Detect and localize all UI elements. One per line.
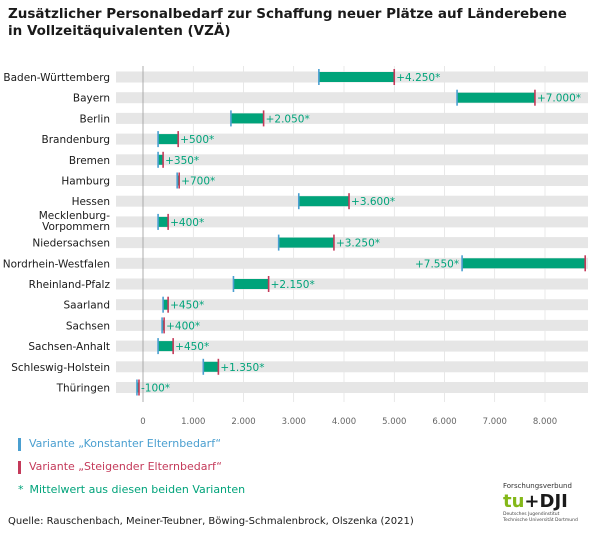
legend-steigend: Variante „Steigender Elternbedarf“ xyxy=(18,460,222,474)
data-label: +3.250* xyxy=(336,238,380,250)
x-tick-label: 4.000 xyxy=(332,417,356,427)
x-tick-label: 7.000 xyxy=(483,417,507,427)
data-label: +700* xyxy=(181,176,215,188)
range-bar xyxy=(158,134,179,145)
category-label-line: Vorpommern xyxy=(42,221,110,233)
range-bar xyxy=(158,154,164,165)
forschungsverbund-logo: Forschungsverbund tu+DJI Deutsches Jugen… xyxy=(503,482,593,536)
row-track xyxy=(116,195,588,207)
data-label: +1.350* xyxy=(220,362,264,374)
row-track xyxy=(116,319,588,331)
range-bar xyxy=(136,382,139,393)
category-label: Sachsen xyxy=(66,320,110,332)
data-label: +2.150* xyxy=(271,279,315,291)
category-label: Sachsen-Anhalt xyxy=(28,341,110,353)
legend-konstant-swatch xyxy=(18,437,21,451)
legend-konstant-label: Variante „Konstanter Elternbedarf“ xyxy=(29,437,222,450)
legend-steigend-label: Variante „Steigender Elternbedarf“ xyxy=(29,460,222,473)
data-label: +400* xyxy=(170,217,204,229)
range-bar xyxy=(233,279,269,289)
data-label: +3.600* xyxy=(351,196,395,208)
category-label: Nordrhein-Westfalen xyxy=(3,258,110,270)
row-track xyxy=(116,257,588,269)
row-track xyxy=(116,154,588,166)
range-bar xyxy=(158,341,174,352)
legend-mean-star: * xyxy=(18,483,24,496)
range-bar xyxy=(318,72,395,82)
category-label: Hessen xyxy=(72,196,110,208)
x-tick-label: 3.000 xyxy=(282,417,306,427)
range-bar xyxy=(462,258,586,269)
category-label: Berlin xyxy=(80,113,110,125)
legend-steigend-swatch xyxy=(18,460,21,474)
data-label: +400* xyxy=(166,320,200,332)
data-label: +450* xyxy=(170,300,204,312)
range-bar xyxy=(298,196,350,207)
category-label: Brandenburg xyxy=(41,134,110,146)
category-label: Mecklenburg-Vorpommern xyxy=(39,210,111,233)
range-bar xyxy=(163,299,169,310)
chart-title-line2: in Vollzeitäquivalenten (VZÄ) xyxy=(8,23,231,39)
range-bar xyxy=(457,92,535,103)
data-label: +450* xyxy=(175,341,209,353)
x-tick-label: 8.000 xyxy=(533,417,557,427)
logo-tu: tu xyxy=(503,491,525,512)
x-tick-label: 5.000 xyxy=(382,417,406,427)
data-label: -100* xyxy=(141,383,170,395)
logo-sub1: Deutsches Jugendinstitut xyxy=(503,512,560,517)
data-label: +2.050* xyxy=(266,113,310,125)
category-label: Bremen xyxy=(69,155,110,167)
row-track xyxy=(116,361,588,373)
chart-title-line1: Zusätzlicher Personalbedarf zur Schaffun… xyxy=(8,6,567,22)
chart-title: Zusätzlicher Personalbedarf zur Schaffun… xyxy=(8,6,592,40)
data-label: +500* xyxy=(180,134,214,146)
range-bar xyxy=(278,237,334,248)
legend-konstant: Variante „Konstanter Elternbedarf“ xyxy=(18,437,221,451)
data-label: +4.250* xyxy=(396,72,440,84)
row-track xyxy=(116,340,588,352)
data-label: +7.550* xyxy=(415,258,459,270)
row-track xyxy=(116,175,588,186)
data-label: +350* xyxy=(165,155,199,167)
range-bar xyxy=(158,216,169,227)
logo-label: Forschungsverbund xyxy=(503,482,572,490)
logo-plus: + xyxy=(524,491,540,512)
category-label-line: Mecklenburg- xyxy=(39,210,111,222)
category-label: Baden-Württemberg xyxy=(3,72,110,84)
range-bar xyxy=(203,361,219,372)
row-track xyxy=(116,133,588,145)
data-label: +7.000* xyxy=(537,93,581,105)
source-note: Quelle: Rauschenbach, Meiner-Teubner, Bö… xyxy=(8,516,414,527)
x-tick-label: 6.000 xyxy=(432,417,456,427)
category-label: Thüringen xyxy=(56,383,110,395)
range-bar-chart: +4.250* Baden-Württemberg +7.000* Bayern +2.… xyxy=(3,66,588,427)
category-label: Hamburg xyxy=(61,176,110,188)
row-track xyxy=(116,112,588,124)
row-track xyxy=(116,299,588,311)
x-tick-label: 1.000 xyxy=(181,417,205,427)
row-track xyxy=(116,92,588,104)
x-tick-label: 2.000 xyxy=(231,417,255,427)
row-track xyxy=(116,382,588,393)
category-label: Saarland xyxy=(63,300,110,312)
row-track xyxy=(116,216,588,228)
range-bar xyxy=(230,113,264,124)
logo-dji: DJI xyxy=(539,491,568,512)
category-label: Niedersachsen xyxy=(32,238,110,250)
legend-mean-label: Mittelwert aus diesen beiden Varianten xyxy=(29,483,246,496)
category-label: Schleswig-Holstein xyxy=(11,362,110,374)
x-tick-label: 0 xyxy=(140,417,145,427)
logo-sub2: Technische Universität Dortmund xyxy=(503,517,578,523)
category-label: Bayern xyxy=(73,93,110,105)
row-track xyxy=(116,278,588,290)
range-bar xyxy=(177,175,180,186)
logo-mark: tu+DJI xyxy=(503,492,593,512)
legend-mean: * Mittelwert aus diesen beiden Varianten xyxy=(18,483,245,496)
range-bar xyxy=(162,320,165,331)
category-label: Rheinland-Pfalz xyxy=(29,279,111,291)
row-track xyxy=(116,237,588,249)
